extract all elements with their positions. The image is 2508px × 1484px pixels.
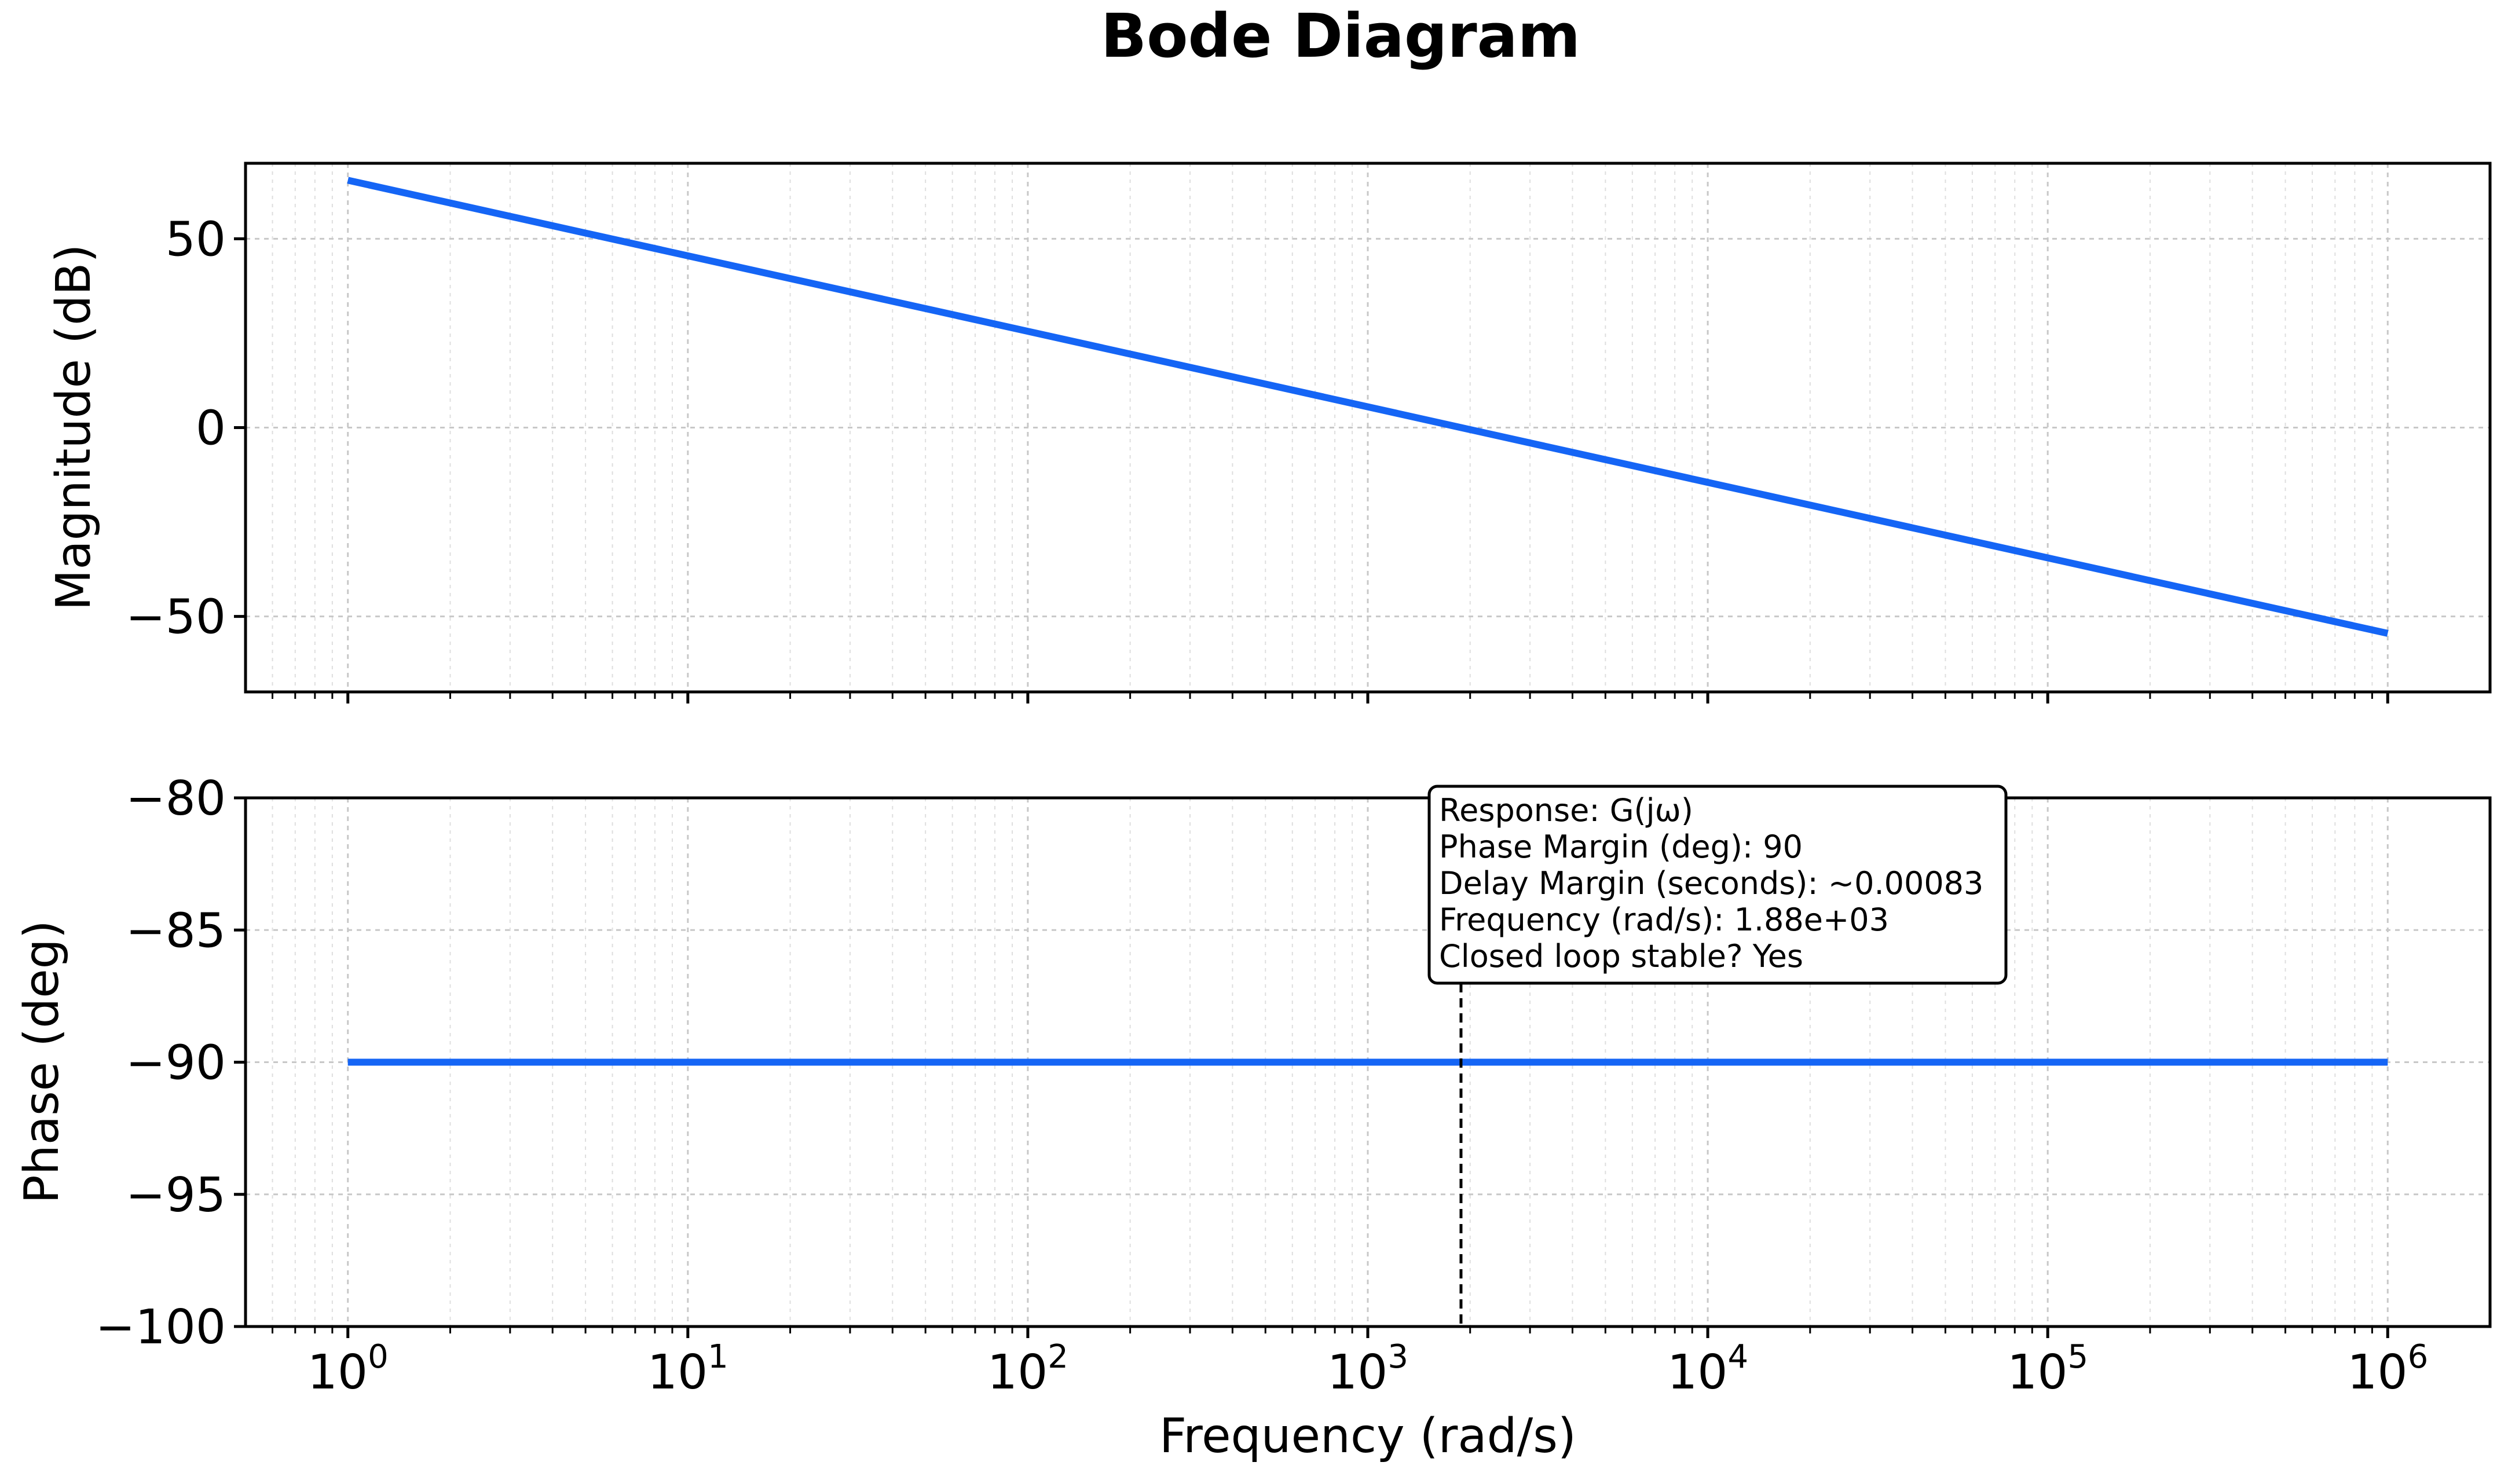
x-tick-label: 104 — [1667, 1338, 1748, 1400]
x-tick-label: 100 — [307, 1338, 389, 1400]
x-tick-label: 101 — [647, 1338, 728, 1400]
chart-title: Bode Diagram — [1101, 1, 1580, 71]
magnitude-axis-label: Magnitude (dB) — [46, 244, 101, 611]
x-tick-base: 10 — [307, 1345, 368, 1400]
annotation-line-frequency: Frequency (rad/s): 1.88e+03 — [1439, 902, 1889, 938]
magnitude-response-line — [347, 177, 2389, 637]
phase-panel: −80 −85 −90 −95 −100 Phase (deg) Response: G… — [14, 771, 2492, 1355]
magnitude-ticks: 50 0 −50 — [126, 212, 2389, 703]
magnitude-series — [347, 177, 2389, 637]
x-tick-label: 106 — [2347, 1338, 2428, 1400]
x-tick-label: 102 — [987, 1338, 1068, 1400]
y-tick-label: −100 — [96, 1300, 226, 1355]
y-tick-label: 50 — [166, 212, 226, 267]
y-tick-label: −95 — [126, 1168, 226, 1223]
x-tick-label: 105 — [2007, 1338, 2088, 1400]
x-axis-label: Frequency (rad/s) — [1159, 1409, 1576, 1464]
annotation-line-response: Response: G(jω) — [1439, 792, 1693, 829]
x-tick-base: 10 — [647, 1345, 708, 1400]
x-tick-labels: 100 101 102 103 104 105 106 — [307, 1338, 2429, 1400]
y-tick-label: −80 — [126, 771, 226, 826]
y-tick-label: −90 — [126, 1036, 226, 1091]
y-tick-label: −50 — [126, 590, 226, 645]
phase-axis-label: Phase (deg) — [14, 920, 69, 1203]
x-tick-base: 10 — [2007, 1345, 2067, 1400]
magnitude-grid — [246, 163, 2490, 692]
x-tick-exponent: 3 — [1387, 1338, 1408, 1376]
phase-margin-annotation: Response: G(jω) Phase Margin (deg): 90 D… — [1427, 785, 2008, 985]
phase-ticks: −80 −85 −90 −95 −100 — [96, 771, 2389, 1355]
annotation-line-stability: Closed loop stable? Yes — [1439, 938, 1803, 974]
magnitude-panel: 50 0 −50 Magnitude (dB) — [46, 162, 2492, 703]
y-tick-label: −85 — [126, 903, 226, 958]
x-tick-exponent: 2 — [1048, 1338, 1068, 1376]
x-tick-exponent: 5 — [2068, 1338, 2089, 1376]
annotation-line-delay-margin: Delay Margin (seconds): ~0.00083 — [1439, 865, 1983, 902]
x-tick-exponent: 4 — [1727, 1338, 1748, 1376]
x-tick-base: 10 — [1667, 1345, 1727, 1400]
x-tick-base: 10 — [2347, 1345, 2407, 1400]
annotation-line-phase-margin: Phase Margin (deg): 90 — [1439, 829, 1803, 865]
y-tick-label: 0 — [196, 401, 226, 456]
annotation-box — [1427, 785, 2008, 985]
x-tick-base: 10 — [1327, 1345, 1387, 1400]
x-tick-base: 10 — [987, 1345, 1048, 1400]
x-tick-exponent: 6 — [2408, 1338, 2429, 1376]
x-tick-exponent: 1 — [708, 1338, 728, 1376]
x-tick-label: 103 — [1327, 1338, 1408, 1400]
x-tick-exponent: 0 — [368, 1338, 389, 1376]
